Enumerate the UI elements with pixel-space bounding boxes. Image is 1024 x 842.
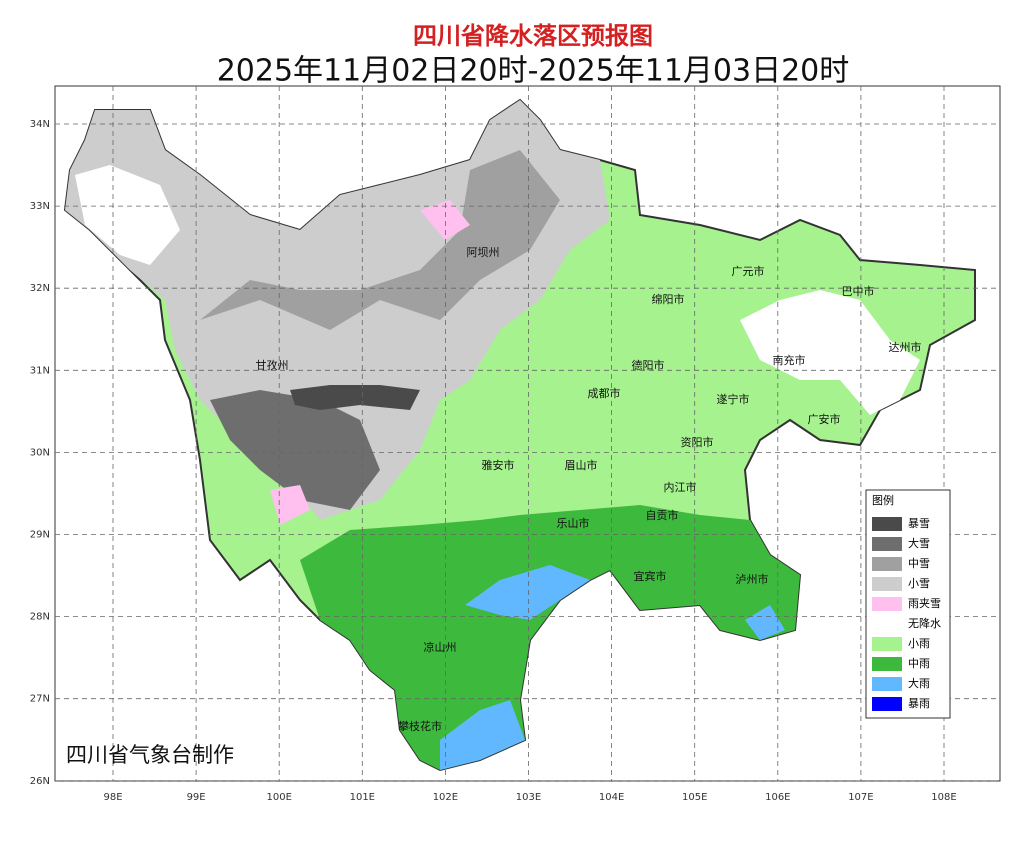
region-label: 自贡市 [646,508,679,522]
region-label: 眉山市 [565,458,598,472]
heavy-rain-area [745,605,785,640]
credit: 四川省气象台制作 [66,743,234,767]
legend-label: 中雪 [908,557,930,570]
region-label: 广元市 [732,264,765,278]
region-label: 绵阳市 [652,292,685,306]
lon-tick-label: 105E [682,792,707,803]
heavy-rain-area [440,700,525,770]
region-label: 乐山市 [557,516,590,530]
subtitle: 2025年11月02日20时-2025年11月03日20时 [217,54,850,89]
lat-tick-label: 27N [30,694,50,705]
region-label: 广安市 [808,412,841,426]
legend-swatch [872,697,902,711]
no-precip-area [740,290,920,415]
region-label: 阿坝州 [467,245,500,259]
lat-tick-label: 30N [30,447,50,458]
legend-swatch [872,637,902,651]
moderate-snow-area [200,150,560,330]
moderate-rain-area [300,505,800,770]
legend-swatch [872,537,902,551]
lon-tick-label: 108E [931,792,956,803]
region-label: 内江市 [664,480,697,494]
lon-tick-label: 102E [433,792,458,803]
legend-label: 小雪 [908,577,930,590]
legend-label: 暴雪 [908,517,930,530]
legend-label: 大雪 [908,536,930,550]
sleet-area [270,485,310,525]
legend-swatch [872,677,902,691]
graticule: 98E 99E 100E 101E 102E 103E 104E 105E 106E 107E 10… [30,86,1000,803]
no-precip-area [75,165,180,265]
legend-label: 雨夹雪 [908,597,941,610]
legend-label: 小雨 [908,637,930,650]
precip-areas [63,98,976,772]
lat-tick-label: 28N [30,612,50,623]
lat-tick-label: 34N [30,119,50,130]
heavy-snow-area [210,390,380,510]
lon-tick-label: 99E [187,792,206,803]
region-label: 南充市 [773,353,806,367]
lon-tick-label: 103E [516,792,541,803]
lon-tick-label: 101E [350,792,375,803]
lat-tick-label: 26N [30,776,50,787]
legend-swatch [872,597,902,611]
lat-tick-label: 29N [30,530,50,541]
legend-swatch [872,657,902,671]
sleet-area [420,200,470,240]
legend-label: 无降水 [908,616,941,630]
region-label: 宜宾市 [634,569,667,583]
lon-tick-label: 104E [599,792,624,803]
region-label: 泸州市 [736,572,769,586]
lon-tick-label: 100E [266,792,291,803]
legend-swatch [872,557,902,571]
region-label: 资阳市 [681,435,714,449]
region-label: 德阳市 [632,358,665,372]
legend-label: 中雨 [908,657,930,670]
legend-title: 图例 [872,493,894,507]
lat-tick-label: 32N [30,283,50,294]
region-label: 巴中市 [842,284,875,298]
legend-swatch [872,617,902,631]
region-label: 雅安市 [482,458,515,472]
lon-tick-label: 98E [103,792,122,803]
region-label: 达州市 [889,340,922,354]
legend-label: 暴雨 [908,697,930,710]
lat-tick-label: 33N [30,201,50,212]
region-label: 成都市 [588,386,621,400]
lon-tick-label: 107E [848,792,873,803]
region-label: 攀枝花市 [398,719,442,733]
legend-swatch [872,517,902,531]
region-label: 遂宁市 [717,392,750,406]
legend-swatch [872,577,902,591]
region-label: 甘孜州 [256,358,289,372]
title: 四川省降水落区预报图 [413,22,653,50]
lat-tick-label: 31N [30,365,50,376]
blizzard-area [290,385,420,410]
heavy-rain-area [465,565,590,620]
lon-tick-label: 106E [765,792,790,803]
legend-label: 大雨 [908,676,930,690]
region-label: 凉山州 [424,640,457,654]
